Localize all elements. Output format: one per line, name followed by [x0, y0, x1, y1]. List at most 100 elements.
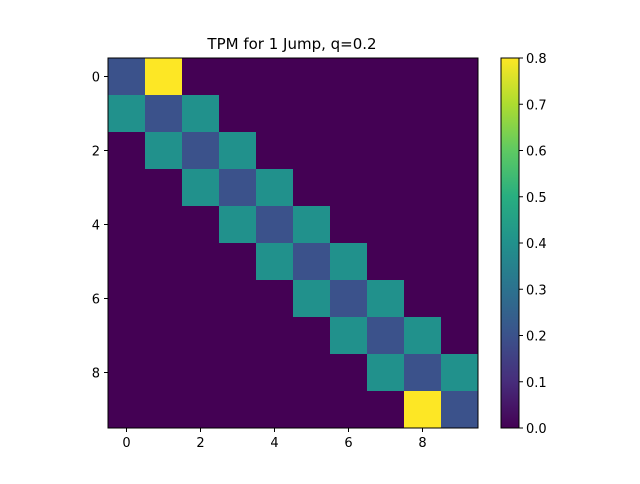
heatmap-cell — [219, 354, 257, 392]
y-axis: 0 2 4 6 8 — [92, 71, 108, 382]
heatmap-cell — [219, 280, 257, 318]
heatmap-cell — [256, 58, 294, 96]
colorbar-tick-label: 0.6 — [526, 145, 547, 160]
colorbar-tick-label: 0.2 — [526, 330, 547, 345]
heatmap-cell — [367, 280, 405, 318]
heatmap-cell — [404, 317, 442, 355]
heatmap-cell — [367, 169, 405, 207]
heatmap-cell — [219, 206, 257, 244]
heatmap-cell — [293, 169, 331, 207]
heatmap-cell — [182, 132, 220, 170]
heatmap-cell — [182, 243, 220, 281]
heatmap-cell — [441, 132, 479, 170]
colorbar-tick-label: 0.1 — [526, 376, 547, 391]
heatmap-cell — [404, 95, 442, 133]
heatmap-cell — [108, 58, 146, 96]
heatmap-cell — [256, 206, 294, 244]
heatmap-cell — [145, 243, 183, 281]
heatmap-cell — [108, 95, 146, 133]
heatmap-cell — [441, 95, 479, 133]
heatmap-cell — [330, 58, 368, 96]
heatmap-cell — [293, 317, 331, 355]
heatmap-cell — [330, 169, 368, 207]
x-tick-label: 2 — [196, 436, 204, 451]
heatmap-cell — [367, 391, 405, 429]
heatmap-cell — [441, 169, 479, 207]
heatmap-cell — [330, 206, 368, 244]
heatmap-cell — [256, 169, 294, 207]
heatmap-cell — [256, 95, 294, 133]
plot-frame — [107, 57, 479, 429]
colorbar-tick-label: 0.5 — [526, 191, 547, 206]
heatmap-cell — [256, 132, 294, 170]
colorbar-tick-label: 0.7 — [526, 98, 547, 113]
heatmap-cell — [256, 243, 294, 281]
heatmap-cell — [108, 132, 146, 170]
heatmap-cell — [330, 132, 368, 170]
heatmap-cell — [441, 391, 479, 429]
chart-title: TPM for 1 Jump, q=0.2 — [206, 35, 376, 53]
heatmap-cell — [145, 391, 183, 429]
heatmap-cell — [293, 354, 331, 392]
colorbar-tick-label: 0.8 — [526, 52, 547, 67]
heatmap-cell — [330, 391, 368, 429]
heatmap-cell — [145, 132, 183, 170]
heatmap-cell — [256, 354, 294, 392]
heatmap-cell — [219, 243, 257, 281]
heatmap-cell — [256, 317, 294, 355]
y-tick-label: 6 — [92, 293, 100, 308]
heatmap-cell — [441, 354, 479, 392]
heatmap-cell — [108, 206, 146, 244]
colorbar — [500, 57, 520, 429]
x-tick-label: 0 — [122, 436, 130, 451]
heatmap-cell — [293, 280, 331, 318]
heatmap-cell — [145, 95, 183, 133]
heatmap-cell — [182, 206, 220, 244]
heatmap-cell — [219, 391, 257, 429]
heatmap-cell — [108, 317, 146, 355]
heatmap-cell — [108, 354, 146, 392]
heatmap-cell — [182, 391, 220, 429]
heatmap-cell — [219, 95, 257, 133]
y-tick-label: 0 — [92, 71, 100, 86]
heatmap-cell — [219, 58, 257, 96]
heatmap-cell — [293, 206, 331, 244]
heatmap-cell — [441, 206, 479, 244]
heatmap-cell — [108, 391, 146, 429]
heatmap-cell — [145, 280, 183, 318]
heatmap-cell — [293, 243, 331, 281]
heatmap-cell — [367, 206, 405, 244]
heatmap-cell — [293, 58, 331, 96]
colorbar-tick-label: 0.4 — [526, 237, 547, 252]
heatmap-cell — [404, 58, 442, 96]
heatmap-cells — [108, 58, 479, 429]
x-tick-label: 4 — [270, 436, 278, 451]
heatmap-cell — [404, 280, 442, 318]
x-tick-label: 8 — [418, 436, 426, 451]
heatmap-cell — [219, 169, 257, 207]
heatmap-cell — [404, 354, 442, 392]
heatmap-cell — [441, 317, 479, 355]
heatmap-cell — [182, 58, 220, 96]
heatmap-cell — [219, 132, 257, 170]
heatmap-cell — [441, 243, 479, 281]
heatmap-cell — [367, 132, 405, 170]
y-tick-label: 8 — [92, 367, 100, 382]
heatmap-cell — [404, 243, 442, 281]
x-tick-label: 6 — [344, 436, 352, 451]
heatmap-cell — [404, 391, 442, 429]
heatmap-cell — [108, 169, 146, 207]
x-axis: 0 2 4 6 8 — [122, 428, 427, 451]
heatmap-cell — [367, 317, 405, 355]
heatmap-cell — [293, 132, 331, 170]
heatmap-cell — [330, 354, 368, 392]
heatmap-cell — [182, 280, 220, 318]
heatmap-cell — [145, 58, 183, 96]
heatmap-cell — [145, 206, 183, 244]
heatmap-cell — [145, 354, 183, 392]
heatmap-cell — [367, 58, 405, 96]
heatmap-cell — [293, 95, 331, 133]
heatmap-cell — [330, 95, 368, 133]
heatmap-cell — [404, 169, 442, 207]
